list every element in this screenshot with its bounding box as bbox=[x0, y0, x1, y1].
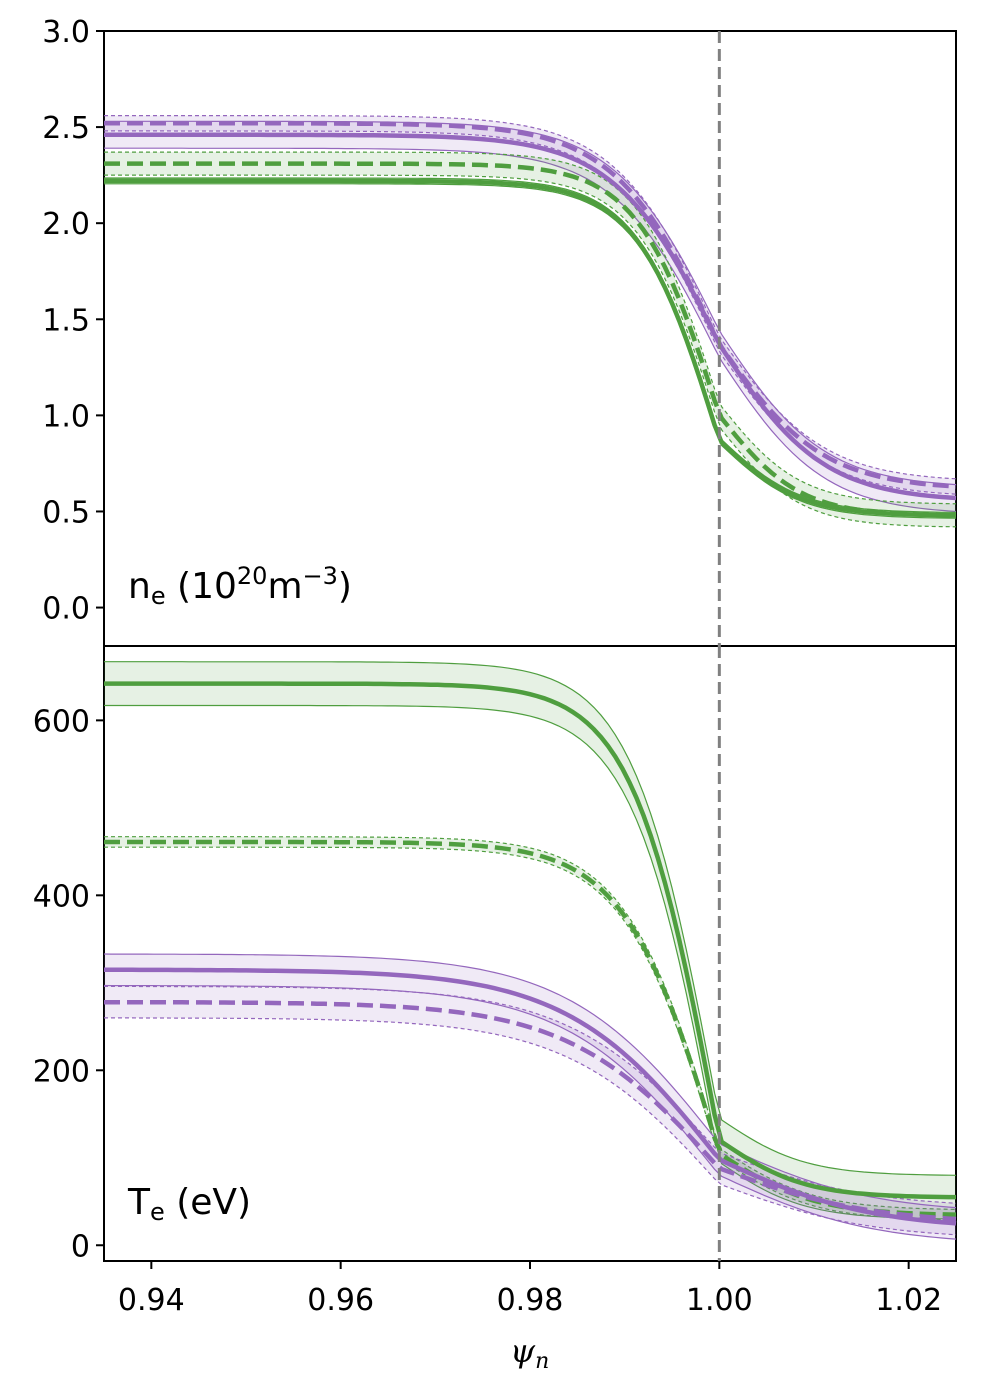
temperature-green-dashed-lower bbox=[104, 846, 957, 1221]
xtick-label: 0.98 bbox=[497, 1283, 564, 1318]
density-green-dashed-line bbox=[104, 161, 957, 518]
temperature-ytick-label: 400 bbox=[33, 879, 90, 914]
density-green-solid-line bbox=[104, 178, 957, 518]
y-ticks: 0.0 0.5 1.0 1.5 2.0 2.5 3.0 0 200 400 600 bbox=[33, 15, 104, 1264]
density-purple-solid-line bbox=[104, 132, 957, 501]
density-ytick-label: 0.0 bbox=[42, 592, 90, 627]
xtick-label: 1.00 bbox=[686, 1283, 753, 1318]
density-ytick-label: 3.0 bbox=[42, 15, 90, 50]
x-ticks: 0.94 0.96 0.98 1.00 1.02 bbox=[118, 1261, 942, 1318]
temperature-purple-solid-lower bbox=[103, 984, 957, 1240]
density-purple-dashed-upper bbox=[104, 114, 957, 480]
temperature-ytick-label: 0 bbox=[71, 1229, 90, 1264]
density-lines bbox=[104, 121, 957, 518]
xtick-label: 1.02 bbox=[875, 1283, 942, 1318]
density-ytick-label: 0.5 bbox=[42, 495, 90, 530]
density-green-dashed-upper bbox=[104, 151, 957, 505]
density-panel-label: ne (1020m−3) bbox=[128, 562, 352, 610]
density-purple-solid-lower bbox=[104, 147, 957, 513]
xtick-label: 0.94 bbox=[118, 1283, 185, 1318]
density-green-dashed-lower bbox=[104, 174, 957, 528]
temperature-purple-solid-band bbox=[104, 954, 956, 1240]
temperature-ytick-label: 200 bbox=[33, 1054, 90, 1089]
temperature-panel-label: Te (eV) bbox=[127, 1182, 251, 1226]
temperature-purple-solid-upper bbox=[103, 953, 957, 1209]
temperature-green-solid-upper bbox=[104, 661, 957, 1176]
temperature-purple-dashed-line bbox=[104, 999, 957, 1222]
temperature-green-dashed-upper bbox=[104, 836, 957, 1210]
temperature-purple-dashed-upper bbox=[104, 985, 957, 1204]
xtick-label: 0.96 bbox=[307, 1283, 374, 1318]
temperature-ytick-label: 600 bbox=[33, 704, 90, 739]
density-green-solid-lower bbox=[104, 183, 957, 519]
density-ytick-label: 2.0 bbox=[42, 207, 90, 242]
density-ytick-label: 2.5 bbox=[42, 111, 90, 146]
temperature-lines bbox=[104, 681, 957, 1226]
temperature-green-solid-line bbox=[104, 681, 956, 1200]
temperature-green-solid-lower bbox=[104, 704, 957, 1220]
temperature-purple-dashed-lower bbox=[104, 1017, 957, 1236]
temperature-green-solid-band bbox=[104, 661, 956, 1219]
density-ytick-label: 1.0 bbox=[42, 399, 90, 434]
temperature-bands bbox=[103, 661, 957, 1240]
density-ytick-label: 1.5 bbox=[42, 303, 90, 338]
x-axis-title: ψn bbox=[510, 1332, 549, 1374]
density-purple-dashed-line bbox=[104, 121, 957, 489]
